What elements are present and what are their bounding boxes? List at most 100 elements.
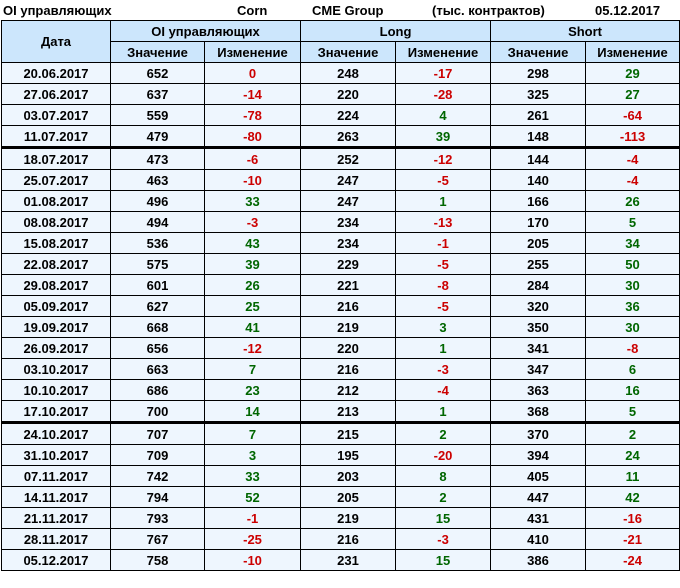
long-change-cell: -8: [395, 274, 492, 296]
subheader-change: Изменение: [203, 41, 302, 63]
short-value-cell: 298: [490, 62, 587, 84]
oi-change-cell: 52: [203, 486, 302, 508]
long-value-cell: 220: [300, 337, 397, 359]
date-cell: 15.08.2017: [1, 232, 111, 254]
short-change-cell: 29: [585, 62, 680, 84]
short-value-cell: 320: [490, 295, 587, 317]
long-change-cell: -17: [395, 62, 492, 84]
short-value-cell: 284: [490, 274, 587, 296]
short-change-cell: 11: [585, 465, 680, 487]
report-title: OI управляющих: [3, 3, 112, 18]
short-value-cell: 148: [490, 125, 587, 149]
short-value-cell: 170: [490, 211, 587, 233]
oi-change-cell: 25: [203, 295, 302, 317]
table-row: 19.09.2017 668 41 219 3 350 30: [1, 316, 680, 338]
long-value-cell: 247: [300, 169, 397, 191]
oi-value-cell: 709: [110, 444, 205, 466]
short-change-cell: 30: [585, 316, 680, 338]
oi-change-cell: 43: [203, 232, 302, 254]
table-row: 15.08.2017 536 43 234 -1 205 34: [1, 232, 680, 254]
date-cell: 03.10.2017: [1, 358, 111, 380]
long-value-cell: 216: [300, 295, 397, 317]
long-value-cell: 203: [300, 465, 397, 487]
table-row: 27.06.2017 637 -14 220 -28 325 27: [1, 83, 680, 105]
oi-change-cell: -25: [203, 528, 302, 550]
table-row: 20.06.2017 652 0 248 -17 298 29: [1, 62, 680, 84]
table-row: 05.12.2017 758 -10 231 15 386 -24: [1, 549, 680, 571]
short-change-cell: 2: [585, 422, 680, 445]
short-change-cell: 30: [585, 274, 680, 296]
long-change-cell: 15: [395, 549, 492, 571]
short-change-cell: 5: [585, 400, 680, 424]
oi-change-cell: -3: [203, 211, 302, 233]
date-cell: 26.09.2017: [1, 337, 111, 359]
date-cell: 19.09.2017: [1, 316, 111, 338]
title-bar: OI управляющих Corn CME Group (тыс. конт…: [0, 0, 680, 20]
table-row: 11.07.2017 479 -80 263 39 148 -113: [1, 125, 680, 149]
short-value-cell: 431: [490, 507, 587, 529]
oi-value-cell: 479: [110, 125, 205, 149]
oi-value-cell: 793: [110, 507, 205, 529]
long-value-cell: 234: [300, 211, 397, 233]
long-change-cell: -5: [395, 253, 492, 275]
long-change-cell: 8: [395, 465, 492, 487]
table-row: 03.07.2017 559 -78 224 4 261 -64: [1, 104, 680, 126]
date-cell: 21.11.2017: [1, 507, 111, 529]
table-row: 25.07.2017 463 -10 247 -5 140 -4: [1, 169, 680, 191]
long-change-cell: 3: [395, 316, 492, 338]
long-change-cell: -5: [395, 169, 492, 191]
short-change-cell: -113: [585, 125, 680, 149]
date-cell: 01.08.2017: [1, 190, 111, 212]
oi-change-cell: -10: [203, 169, 302, 191]
oi-value-cell: 700: [110, 400, 205, 424]
short-value-cell: 386: [490, 549, 587, 571]
short-change-cell: 16: [585, 379, 680, 401]
oi-change-cell: 33: [203, 190, 302, 212]
long-value-cell: 252: [300, 147, 397, 170]
commodity-label: Corn: [237, 3, 268, 18]
short-value-cell: 325: [490, 83, 587, 105]
short-change-cell: 50: [585, 253, 680, 275]
table-row: 17.10.2017 700 14 213 1 368 5: [1, 400, 680, 424]
long-change-cell: 1: [395, 337, 492, 359]
short-change-cell: 24: [585, 444, 680, 466]
long-change-cell: 1: [395, 190, 492, 212]
oi-value-cell: 536: [110, 232, 205, 254]
long-change-cell: -12: [395, 147, 492, 170]
table-row: 14.11.2017 794 52 205 2 447 42: [1, 486, 680, 508]
oi-value-cell: 686: [110, 379, 205, 401]
date-cell: 25.07.2017: [1, 169, 111, 191]
table-row: 26.09.2017 656 -12 220 1 341 -8: [1, 337, 680, 359]
long-value-cell: 221: [300, 274, 397, 296]
table-row: 29.08.2017 601 26 221 -8 284 30: [1, 274, 680, 296]
table-row: 01.08.2017 496 33 247 1 166 26: [1, 190, 680, 212]
long-change-cell: 39: [395, 125, 492, 149]
short-change-cell: -16: [585, 507, 680, 529]
short-value-cell: 447: [490, 486, 587, 508]
date-cell: 10.10.2017: [1, 379, 111, 401]
date-cell: 03.07.2017: [1, 104, 111, 126]
oi-change-cell: -80: [203, 125, 302, 149]
oi-change-cell: 14: [203, 400, 302, 424]
table-row: 31.10.2017 709 3 195 -20 394 24: [1, 444, 680, 466]
oi-value-cell: 601: [110, 274, 205, 296]
short-change-cell: -64: [585, 104, 680, 126]
oi-change-cell: -78: [203, 104, 302, 126]
short-value-cell: 350: [490, 316, 587, 338]
long-value-cell: 248: [300, 62, 397, 84]
oi-value-cell: 707: [110, 422, 205, 445]
long-value-cell: 220: [300, 83, 397, 105]
table-row: 28.11.2017 767 -25 216 -3 410 -21: [1, 528, 680, 550]
oi-table: Дата OI управляющих Long Short Значение И…: [1, 20, 680, 571]
date-cell: 20.06.2017: [1, 62, 111, 84]
table-row: 21.11.2017 793 -1 219 15 431 -16: [1, 507, 680, 529]
short-value-cell: 140: [490, 169, 587, 191]
short-change-cell: -21: [585, 528, 680, 550]
oi-value-cell: 494: [110, 211, 205, 233]
short-change-cell: 27: [585, 83, 680, 105]
exchange-label: CME Group: [312, 3, 384, 18]
oi-value-cell: 575: [110, 253, 205, 275]
long-change-cell: 2: [395, 486, 492, 508]
date-cell: 11.07.2017: [1, 125, 111, 149]
header-group-short: Short: [490, 20, 680, 42]
